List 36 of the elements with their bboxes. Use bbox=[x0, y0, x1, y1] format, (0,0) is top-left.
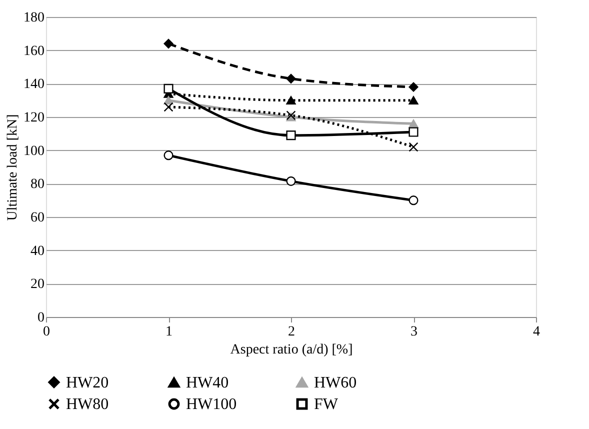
y-tick-label: 180 bbox=[24, 10, 44, 26]
point bbox=[408, 82, 418, 92]
point bbox=[286, 130, 296, 140]
legend-label: HW100 bbox=[186, 396, 237, 413]
point bbox=[286, 176, 296, 186]
legend-label: HW60 bbox=[314, 374, 357, 392]
legend-label: HW40 bbox=[186, 374, 229, 392]
legend-label: HW80 bbox=[66, 396, 109, 413]
point bbox=[408, 127, 418, 137]
y-tick-label: 80 bbox=[30, 177, 44, 192]
point bbox=[164, 96, 174, 105]
point bbox=[286, 74, 296, 84]
point bbox=[408, 96, 418, 105]
y-tick-label: 0 bbox=[38, 310, 44, 326]
y-tick-label: 160 bbox=[24, 44, 44, 59]
point bbox=[164, 150, 174, 160]
point bbox=[408, 142, 418, 152]
point bbox=[286, 96, 296, 105]
point bbox=[164, 84, 174, 94]
legend-label: FW bbox=[314, 396, 339, 413]
x-tick-label: 4 bbox=[533, 324, 540, 340]
y-tick-label: 20 bbox=[30, 277, 44, 292]
y-tick-label: 100 bbox=[24, 144, 44, 159]
point bbox=[408, 196, 418, 206]
x-tick-label: 2 bbox=[288, 324, 295, 340]
point bbox=[164, 38, 174, 48]
y-tick-label: 60 bbox=[30, 210, 44, 226]
legend-label: HW20 bbox=[66, 374, 109, 392]
y-tick-label: 40 bbox=[30, 244, 44, 259]
x-axis-title: Aspect ratio (a/d) [%] bbox=[230, 342, 353, 358]
x-tick-label: 1 bbox=[166, 324, 172, 340]
y-tick-label: 140 bbox=[24, 77, 44, 92]
point bbox=[164, 102, 174, 112]
x-tick-label: 3 bbox=[410, 324, 418, 340]
y-tick-label: 120 bbox=[24, 110, 44, 126]
y-axis-title: Ultimate load [kN] bbox=[6, 114, 20, 221]
